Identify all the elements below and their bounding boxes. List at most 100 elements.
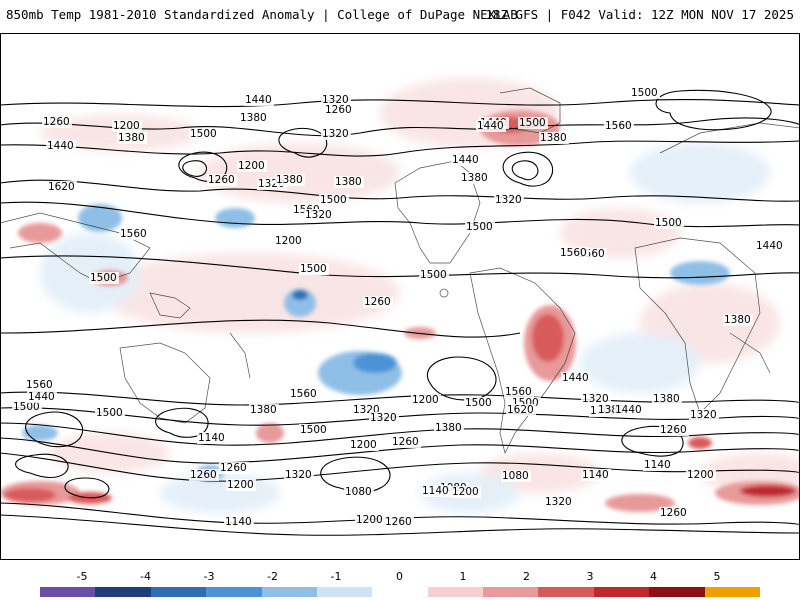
height-label-bg xyxy=(604,120,634,132)
height-label-bg xyxy=(324,104,354,116)
height-label-bg xyxy=(321,94,351,106)
height-label: 1380 xyxy=(724,314,751,326)
height-label-bg xyxy=(344,486,374,498)
height-label-bg xyxy=(289,388,319,400)
height-label-bg xyxy=(518,117,548,129)
colorbar-segment xyxy=(206,587,263,597)
height-label: 1500 xyxy=(96,407,123,419)
height-label: 1560 xyxy=(26,379,53,391)
height-label: 1440 xyxy=(28,391,55,403)
colorbar-segment xyxy=(704,587,761,597)
height-label-bg xyxy=(117,132,147,144)
height-label-bg xyxy=(334,176,364,188)
height-label: 1200 xyxy=(687,469,714,481)
height-label: 1320 xyxy=(285,469,312,481)
height-label-bg xyxy=(369,412,399,424)
height-label-bg xyxy=(630,87,660,99)
colorbar-tick-label: 2 xyxy=(523,570,530,583)
height-label: 1320 xyxy=(582,393,609,405)
height-label: 1620 xyxy=(48,181,75,193)
colorbar-tick-label: -1 xyxy=(330,570,342,583)
chart-title: 850mb Temp 1981-2010 Standardized Anomal… xyxy=(6,7,518,22)
height-label-bg xyxy=(363,296,393,308)
height-label-bg xyxy=(349,439,379,451)
height-label: 1260 xyxy=(325,104,352,116)
height-label: 1440 xyxy=(245,94,272,106)
height-label-bg xyxy=(274,235,304,247)
height-label-bg xyxy=(561,372,591,384)
height-label-bg xyxy=(411,394,441,406)
height-label: 1380 xyxy=(250,404,277,416)
height-label: 1380 xyxy=(435,422,462,434)
height-label-bg xyxy=(654,217,684,229)
height-label-bg xyxy=(47,181,77,193)
colorbar-tick-label: -2 xyxy=(267,570,278,583)
colorbar-tick-label: 4 xyxy=(650,570,657,583)
colorbar-segment xyxy=(40,587,96,597)
height-label-bg xyxy=(652,393,682,405)
height-label-bg xyxy=(321,128,351,140)
height-label-bg xyxy=(434,422,464,434)
colorbar-segment xyxy=(150,587,207,597)
height-label: 1500 xyxy=(13,401,40,413)
height-label-bg xyxy=(355,514,385,526)
height-label-bg xyxy=(189,128,219,140)
height-label: 1320 xyxy=(495,194,522,206)
height-label: 1440 xyxy=(477,120,504,132)
height-label: 1500 xyxy=(655,217,682,229)
colorbar-tick-label: -4 xyxy=(140,570,151,583)
height-label: 1500 xyxy=(631,87,658,99)
height-label: 1200 xyxy=(350,439,377,451)
height-label: 1200 xyxy=(412,394,439,406)
height-label: 1620 xyxy=(507,404,534,416)
colorbar-tick-label: -5 xyxy=(76,570,88,583)
height-label: 1200 xyxy=(238,160,265,172)
colorbar-tick-label: 0 xyxy=(396,570,403,583)
height-label: 1320 xyxy=(322,128,349,140)
height-label-bg xyxy=(237,160,267,172)
colorbar-tick-label: -3 xyxy=(203,570,215,583)
height-label-bg xyxy=(506,404,536,416)
height-label: 1500 xyxy=(320,194,347,206)
colorbar-segment xyxy=(427,587,484,597)
height-label: 1500 xyxy=(519,117,546,129)
coastlines xyxy=(0,87,800,455)
height-label-bg xyxy=(112,120,142,132)
colorbar-segment xyxy=(95,587,152,597)
height-label: 1560 xyxy=(120,228,147,240)
height-label: 1380 xyxy=(240,112,267,124)
height-label: 1140 xyxy=(198,432,225,444)
height-label-bg xyxy=(384,516,414,528)
height-label-bg xyxy=(27,391,57,403)
height-label-bg xyxy=(451,154,481,166)
height-label: 1560 xyxy=(505,386,532,398)
height-label: 1560 xyxy=(605,120,632,132)
height-label-bg xyxy=(465,221,495,233)
height-label-bg xyxy=(244,94,274,106)
height-label-bg xyxy=(89,272,119,284)
height-label-bg xyxy=(275,174,305,186)
height-label-bg xyxy=(421,485,451,497)
colorbar-tick-label: 1 xyxy=(459,570,467,583)
height-label: 1440 xyxy=(562,372,589,384)
height-label: 1380 xyxy=(276,174,303,186)
colorbar-segment xyxy=(649,587,706,597)
height-label-bg xyxy=(249,404,279,416)
height-label-bg xyxy=(207,174,237,186)
header: 850mb Temp 1981-2010 Standardized Anomal… xyxy=(0,0,800,30)
height-label: 1260 xyxy=(208,174,235,186)
height-label-bg xyxy=(614,404,644,416)
height-label: 1560 xyxy=(560,247,587,259)
height-label-bg xyxy=(689,409,719,421)
height-label: 1320 xyxy=(690,409,717,421)
height-label-bg xyxy=(476,120,506,132)
colorbar-segment xyxy=(261,587,318,597)
height-label-bg xyxy=(239,112,269,124)
height-label: 1500 xyxy=(465,397,492,409)
height-label-bg xyxy=(219,462,249,474)
height-label: 1260 xyxy=(660,424,687,436)
height-label: 1260 xyxy=(364,296,391,308)
height-label: 1200 xyxy=(227,479,254,491)
